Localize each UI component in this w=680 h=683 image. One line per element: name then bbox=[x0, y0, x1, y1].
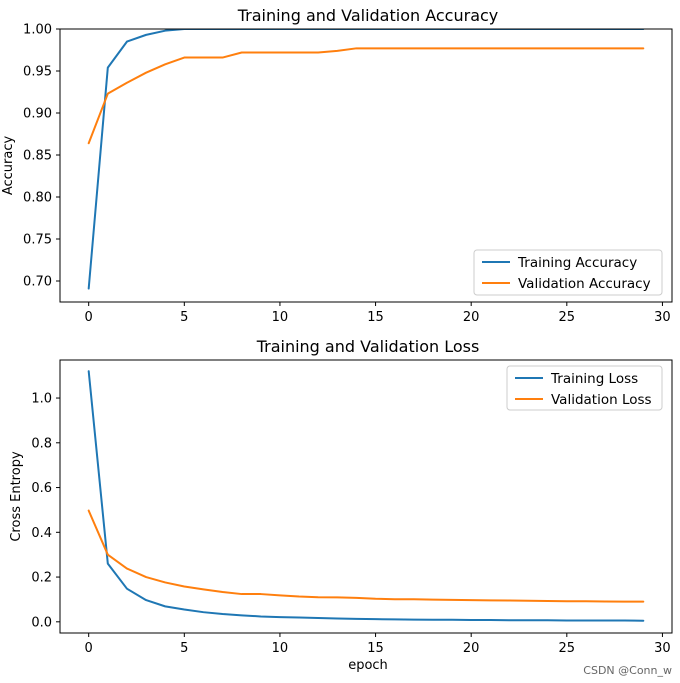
series-line-training-loss bbox=[87, 370, 645, 622]
y-tick-label: 0.0 bbox=[31, 615, 52, 630]
x-tick-label: 20 bbox=[463, 641, 480, 656]
x-tick-label: 10 bbox=[272, 641, 289, 656]
plot-frame bbox=[59, 359, 673, 634]
x-tick-label: 25 bbox=[559, 641, 576, 656]
y-tick-label: 0.85 bbox=[23, 149, 52, 164]
y-tick-label: 1.00 bbox=[23, 23, 52, 38]
y-tick-label: 0.75 bbox=[23, 233, 52, 248]
x-tick-label: 0 bbox=[85, 641, 93, 656]
series-line-validation-loss bbox=[87, 509, 645, 603]
legend-box bbox=[473, 249, 663, 296]
y-tick-label: 0.95 bbox=[23, 65, 52, 80]
x-tick-label: 25 bbox=[559, 310, 576, 325]
y-axis-label: Cross Entropy bbox=[9, 451, 24, 542]
y-tick-label: 0.70 bbox=[23, 275, 52, 290]
y-tick-label: 0.6 bbox=[31, 481, 52, 496]
legend: Training Loss Validation Loss bbox=[506, 365, 663, 411]
chart-panel-1: 0 5 10 15 20 25 30 0.70 0.75 0.80 0.85 0.90 0.95 1.00… bbox=[1, 6, 673, 325]
plot-frame bbox=[59, 28, 673, 303]
chart-panel-2: 0 5 10 15 20 25 30 0.0 0.2 0.4 0.6 0.8 1.0 Training a… bbox=[9, 337, 673, 673]
x-tick-label: 15 bbox=[367, 310, 384, 325]
x-tick-label: 30 bbox=[654, 641, 671, 656]
legend-box bbox=[506, 365, 663, 411]
legend-label: Training Loss bbox=[550, 371, 638, 387]
y-tick-label: 0.8 bbox=[31, 436, 52, 451]
x-tick-label: 5 bbox=[180, 641, 188, 656]
legend-label: Training Accuracy bbox=[517, 255, 637, 271]
y-tick-label: 1.0 bbox=[31, 392, 52, 407]
series-line-validation-accuracy bbox=[87, 47, 645, 145]
y-tick-label: 0.90 bbox=[23, 107, 52, 122]
chart-title: Training and Validation Accuracy bbox=[237, 6, 499, 25]
x-tick-label: 20 bbox=[463, 310, 480, 325]
legend-label: Validation Accuracy bbox=[518, 276, 651, 292]
y-tick-label: 0.4 bbox=[31, 526, 52, 541]
legend: Training Accuracy Validation Accuracy bbox=[473, 249, 663, 296]
y-tick-label: 0.80 bbox=[23, 191, 52, 206]
legend-label: Validation Loss bbox=[551, 392, 652, 408]
x-tick-label: 0 bbox=[85, 310, 93, 325]
x-tick-label: 10 bbox=[272, 310, 289, 325]
x-tick-label: 5 bbox=[180, 310, 188, 325]
x-tick-label: 15 bbox=[367, 641, 384, 656]
chart-title: Training and Validation Loss bbox=[256, 337, 480, 356]
x-tick-label: 30 bbox=[654, 310, 671, 325]
y-tick-label: 0.2 bbox=[31, 571, 52, 586]
x-axis-label: epoch bbox=[348, 658, 388, 673]
watermark: CSDN @Conn_w bbox=[583, 664, 672, 677]
y-axis-label: Accuracy bbox=[1, 136, 16, 196]
